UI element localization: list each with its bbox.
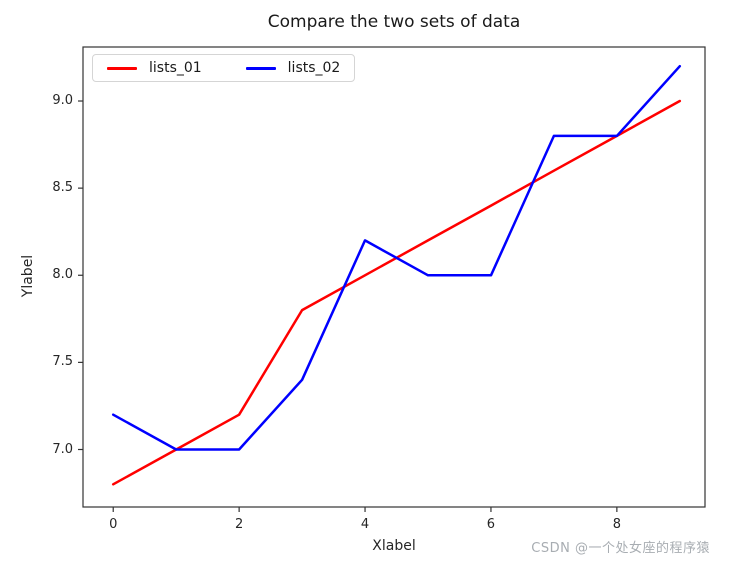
x-tick-label: 8: [612, 517, 621, 532]
chart-title: Compare the two sets of data: [267, 12, 521, 32]
plot-border: [82, 46, 706, 508]
lists-02-line-swatch: [245, 66, 276, 70]
lists_01-line: [111, 99, 682, 486]
lists-01-line-swatch: [107, 66, 137, 70]
legend-item-lists-02: lists_02: [245, 60, 341, 76]
lists_02-line: [111, 64, 682, 451]
x-tick-label: 0: [109, 517, 118, 532]
x-tick-label: 4: [360, 517, 370, 532]
y-tick-label: 7.0: [52, 441, 73, 457]
x-axis-label: Xlabel: [372, 538, 416, 554]
watermark: CSDN @一个处女座的程序猿: [531, 541, 710, 556]
legend-item-lists-01: lists_01: [107, 60, 202, 76]
x-tick-label: 6: [486, 517, 496, 532]
y-tick-label: 8.0: [52, 267, 73, 283]
y-tick-label: 9.0: [52, 93, 73, 108]
y-tick-label: 8.5: [52, 180, 73, 196]
y-tick-label: 7.5: [52, 354, 73, 370]
legend-label-lists-02: lists_02: [287, 60, 341, 76]
legend: lists_01 lists_02: [92, 54, 356, 82]
legend-label-lists-01: lists_01: [149, 60, 202, 76]
x-tick-label: 2: [234, 517, 244, 532]
